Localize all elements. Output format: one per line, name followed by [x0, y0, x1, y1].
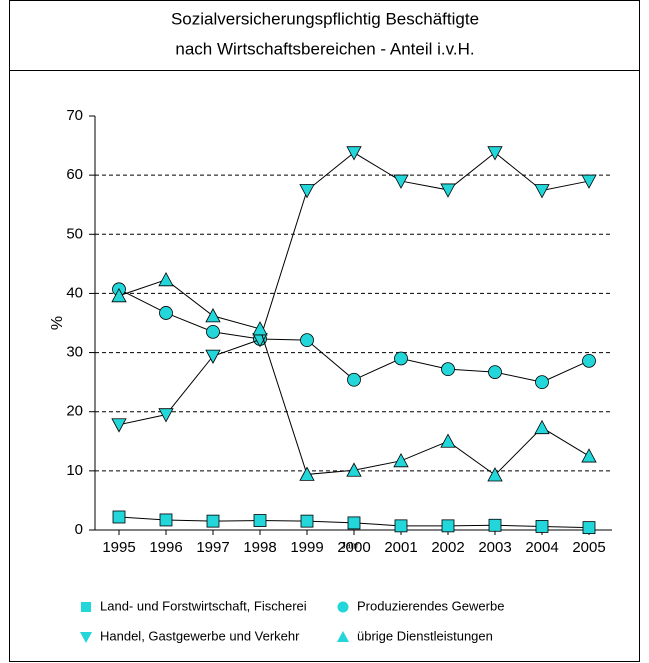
legend-label: Produzierendes Gewerbe — [357, 598, 504, 613]
marker — [111, 418, 127, 433]
x-tick-label: 2001 — [384, 539, 417, 556]
marker — [441, 362, 455, 377]
marker — [158, 408, 174, 423]
marker — [581, 448, 597, 463]
marker — [582, 521, 596, 535]
x-tick-label: 1998 — [243, 539, 276, 556]
legend-label: übrige Dienstleistungen — [357, 628, 493, 643]
marker — [347, 516, 361, 530]
marker — [112, 510, 126, 524]
series-line — [118, 288, 590, 383]
marker — [534, 419, 550, 435]
x-tick-label: 1999 — [290, 539, 323, 556]
legend-label: Handel, Gastgewerbe und Verkehr — [100, 628, 300, 643]
marker — [534, 184, 550, 199]
marker — [488, 365, 502, 379]
marker — [111, 287, 127, 303]
marker — [346, 146, 362, 161]
legend-label: Land- und Forstwirtschaft, Fischerei — [100, 598, 307, 613]
marker — [205, 349, 221, 364]
marker — [299, 184, 315, 199]
x-tick-label: 1996 — [149, 539, 182, 556]
y-tick-label: 30 — [66, 344, 83, 361]
chart-box — [9, 70, 640, 662]
marker — [394, 519, 408, 533]
x-tick-label: 2005 — [572, 539, 605, 556]
x-tick-label: 2002 — [431, 539, 464, 556]
marker — [347, 372, 361, 387]
marker — [159, 513, 173, 527]
marker — [253, 514, 267, 527]
marker — [393, 174, 409, 189]
marker — [346, 462, 362, 477]
marker — [535, 520, 549, 533]
marker — [299, 466, 315, 481]
y-axis-label: % — [49, 316, 66, 330]
x-axis-label: Jahr — [341, 540, 359, 550]
marker — [300, 333, 314, 348]
marker — [535, 375, 549, 390]
x-tick-label: 2000 — [337, 539, 370, 556]
marker — [487, 146, 503, 161]
y-tick-label: 0 — [75, 521, 83, 538]
marker — [206, 514, 220, 528]
y-tick-label: 60 — [66, 166, 83, 183]
marker — [337, 601, 349, 613]
y-tick-label: 50 — [66, 225, 83, 242]
chart-title: nach Wirtschaftsbereichen - Anteil i.v.H… — [175, 39, 474, 58]
marker — [581, 174, 597, 189]
y-tick-label: 20 — [66, 403, 83, 420]
marker — [81, 602, 91, 612]
marker — [441, 519, 455, 533]
marker — [487, 467, 503, 482]
chart-title: Sozialversicherungspflichtig Beschäftigt… — [171, 9, 479, 28]
marker — [337, 631, 349, 642]
marker — [440, 183, 456, 198]
y-tick-label: 40 — [66, 284, 83, 301]
marker — [440, 433, 456, 448]
marker — [488, 518, 502, 532]
marker — [393, 452, 409, 468]
marker — [206, 324, 220, 339]
marker — [394, 351, 408, 366]
y-tick-label: 10 — [66, 462, 83, 479]
x-tick-label: 1995 — [102, 539, 135, 556]
marker — [80, 632, 92, 643]
marker — [205, 308, 221, 323]
marker — [158, 271, 174, 287]
x-tick-label: 1997 — [196, 539, 229, 556]
marker — [252, 321, 268, 336]
marker — [582, 353, 596, 368]
marker — [159, 306, 173, 320]
y-tick-label: 70 — [66, 107, 83, 124]
x-tick-label: 2004 — [525, 539, 558, 556]
marker — [300, 514, 314, 528]
x-tick-label: 2003 — [478, 539, 511, 556]
